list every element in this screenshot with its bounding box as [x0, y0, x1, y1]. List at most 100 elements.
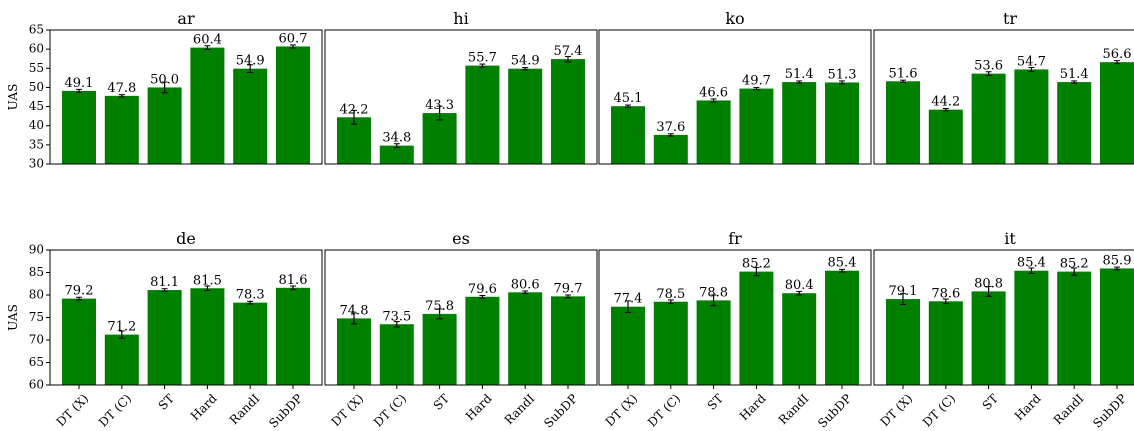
x-tick-label-it-4: RandI — [1051, 391, 1087, 427]
bar-de-1 — [104, 334, 139, 385]
error-bar-ar-4 — [247, 64, 254, 73]
bar-tr-5 — [1100, 62, 1134, 164]
bar-it-5 — [1100, 268, 1134, 385]
x-tick-label-de-2: ST — [156, 391, 177, 412]
bar-hi-0 — [337, 117, 371, 164]
bar-ko-3 — [739, 88, 774, 164]
error-bar-ar-2 — [161, 81, 168, 94]
data-label-ar-3: 60.4 — [193, 33, 222, 48]
axes-frame-ko — [598, 29, 872, 165]
panel-title-de: de — [176, 229, 196, 248]
error-bar-it-4 — [1071, 267, 1078, 276]
y-tick-label-45: 45 — [29, 99, 44, 113]
bar-fr-3 — [739, 271, 774, 385]
bar-tr-0 — [886, 81, 920, 164]
bar-ar-2 — [147, 87, 182, 164]
data-label-tr-0: 51.6 — [889, 66, 918, 81]
bar-fr-0 — [611, 306, 645, 385]
x-tick-label-fr-3: Hard — [737, 391, 769, 423]
bar-tr-2 — [971, 73, 1006, 164]
bar-de-5 — [276, 287, 310, 385]
error-bar-es-0 — [351, 312, 357, 325]
data-label-hi-0: 42.2 — [340, 102, 369, 117]
y-tick-label-65: 65 — [29, 355, 44, 369]
bar-ar-3 — [190, 47, 225, 164]
bar-es-0 — [337, 318, 371, 385]
bar-ar-1 — [104, 95, 139, 164]
bar-fr-1 — [653, 301, 688, 385]
error-bar-hi-1 — [393, 143, 400, 149]
bar-ar-0 — [62, 90, 96, 164]
error-bar-tr-5 — [1114, 60, 1120, 65]
error-bar-es-5 — [565, 294, 571, 299]
error-bar-fr-5 — [839, 268, 845, 273]
bar-es-2 — [422, 313, 457, 385]
error-bar-fr-4 — [796, 290, 803, 296]
error-bar-it-1 — [942, 298, 949, 305]
error-bar-tr-3 — [1028, 67, 1035, 72]
x-tick-label-es-1: DT (C) — [371, 391, 409, 429]
bar-hi-3 — [465, 65, 500, 164]
error-bar-it-0 — [900, 293, 906, 305]
x-tick-label-de-5: SubDP — [266, 391, 305, 430]
data-label-hi-3: 55.7 — [468, 51, 497, 66]
error-bar-it-3 — [1028, 267, 1035, 274]
x-tick-label-es-2: ST — [431, 391, 452, 412]
error-bar-es-4 — [522, 290, 529, 295]
x-tick-label-es-0: DT (X) — [329, 391, 367, 429]
chart-panel-hi: 42.2 34.8 43.3 55.7 54.9 57.4 hi — [324, 9, 598, 165]
data-label-de-0: 79.2 — [65, 284, 94, 299]
axes-frame-ar — [49, 29, 323, 165]
bar-hi-1 — [379, 145, 414, 164]
data-label-es-4: 80.6 — [511, 277, 540, 292]
bar-es-1 — [379, 324, 414, 385]
y-tick-label-80: 80 — [29, 288, 44, 302]
error-bar-ko-0 — [625, 104, 631, 108]
data-label-tr-4: 51.4 — [1060, 67, 1089, 82]
data-label-ko-3: 49.7 — [742, 74, 771, 89]
panel-title-it: it — [1004, 229, 1016, 248]
data-label-es-5: 79.7 — [554, 281, 583, 296]
y-tick-label-60: 60 — [29, 378, 44, 392]
y-tick-label-50: 50 — [29, 80, 44, 94]
y-tick-label-65: 65 — [29, 23, 44, 37]
data-label-de-2: 81.1 — [150, 275, 179, 290]
bar-ko-0 — [611, 106, 645, 164]
bar-fr-5 — [825, 270, 859, 385]
error-bar-de-5 — [290, 285, 296, 291]
error-bar-ar-5 — [290, 44, 296, 49]
data-label-it-5: 85.9 — [1103, 253, 1132, 268]
x-tick-label-it-0: DT (X) — [878, 391, 916, 429]
bar-de-0 — [62, 298, 96, 385]
data-label-tr-2: 53.6 — [974, 59, 1003, 74]
error-bar-hi-4 — [522, 67, 529, 71]
error-bar-ko-5 — [839, 80, 845, 85]
x-tick-label-fr-2: ST — [705, 391, 726, 412]
data-label-es-2: 75.8 — [425, 299, 454, 314]
data-label-tr-3: 54.7 — [1017, 54, 1046, 69]
x-tick-label-de-0: DT (X) — [54, 391, 92, 429]
error-bar-tr-0 — [900, 79, 906, 83]
data-label-de-1: 71.2 — [107, 320, 136, 335]
bar-es-4 — [508, 292, 543, 385]
x-tick-label-fr-5: SubDP — [815, 391, 854, 430]
error-bar-ar-3 — [204, 45, 211, 51]
error-bar-fr-1 — [667, 299, 674, 305]
data-label-ko-2: 46.6 — [699, 85, 728, 100]
bar-es-5 — [551, 296, 585, 385]
error-bar-es-1 — [393, 321, 400, 328]
y-tick-label-40: 40 — [29, 118, 44, 132]
data-label-es-1: 73.5 — [382, 309, 411, 324]
axes-frame-it — [873, 249, 1134, 386]
data-label-hi-2: 43.3 — [425, 98, 454, 113]
panel-title-es: es — [452, 229, 470, 248]
x-tick-label-de-3: Hard — [188, 391, 220, 423]
bar-ko-5 — [825, 82, 859, 164]
y-tick-label-35: 35 — [29, 137, 44, 151]
bar-fr-2 — [696, 300, 731, 385]
y-tick-label-60: 60 — [29, 42, 44, 56]
error-bar-it-5 — [1114, 266, 1120, 271]
chart-panel-it: 79.1 DT (X) 78.6 DT (C) 80.8 ST 85.4 Hard 85.2 Ra… — [873, 229, 1134, 431]
data-label-tr-1: 44.2 — [931, 95, 960, 110]
